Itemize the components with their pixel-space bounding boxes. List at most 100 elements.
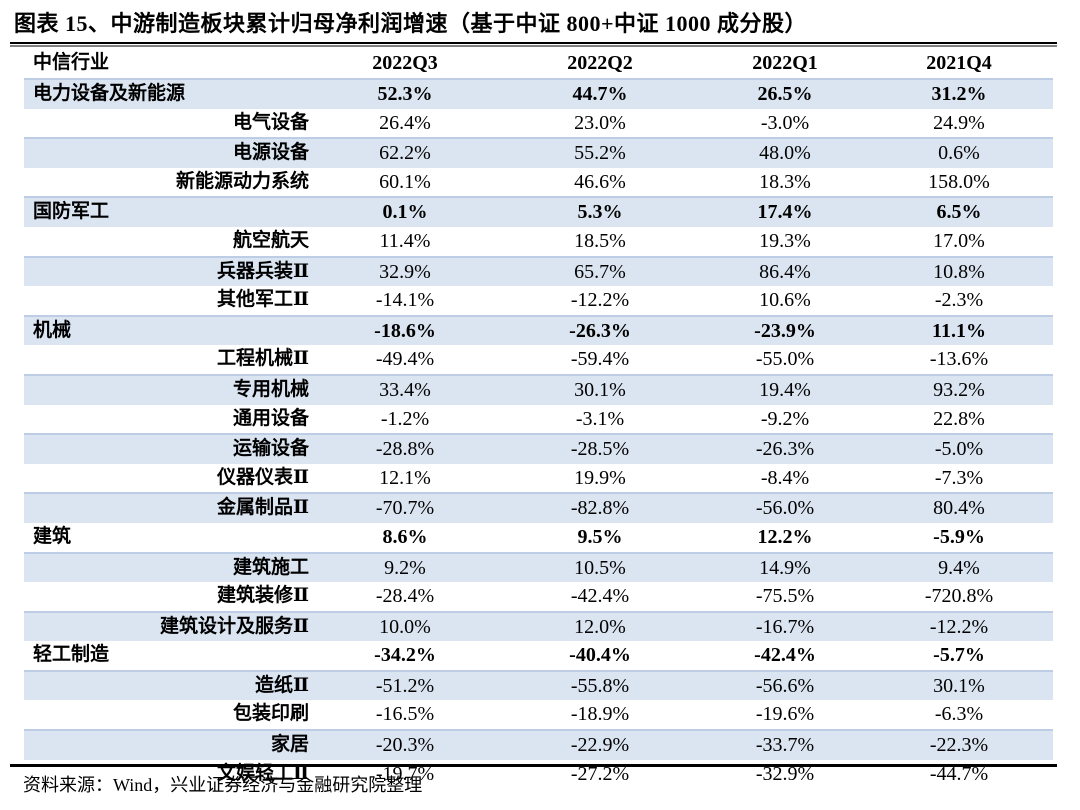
value-2021q4-cell: -5.9% bbox=[933, 525, 985, 548]
table-row: 造纸Ⅱ -51.2% -55.8% -56.6% 30.1% bbox=[24, 669, 1053, 701]
value-2022q3-cell: -16.5% bbox=[375, 703, 435, 726]
value-2021q4-cell: 0.6% bbox=[865, 137, 1053, 168]
col-header-2022q1: 2022Q1 bbox=[752, 52, 818, 74]
industry-name-cell: 国防军工 bbox=[24, 196, 315, 227]
value-2022q2-cell: 5.3% bbox=[495, 196, 705, 227]
value-2022q2-cell: 46.6% bbox=[574, 170, 626, 193]
value-2021q4-cell: -7.3% bbox=[934, 466, 984, 489]
table-row: 建筑施工 9.2% 10.5% 14.9% 9.4% bbox=[24, 551, 1053, 583]
industry-name-cell: 建筑设计及服务Ⅱ bbox=[24, 610, 315, 642]
table-row: 国防军工 0.1% 5.3% 17.4% 6.5% bbox=[24, 196, 1053, 227]
table-row: 通用设备 -1.2% -3.1% -9.2% 22.8% bbox=[24, 405, 1053, 434]
value-2022q3-cell: 8.6% bbox=[382, 525, 428, 548]
industry-name-cell: 家居 bbox=[24, 729, 315, 760]
value-2022q3-cell: 62.2% bbox=[315, 137, 495, 168]
value-2022q2-cell: 18.5% bbox=[574, 229, 626, 252]
industry-name-cell: 新能源动力系统 bbox=[175, 170, 309, 192]
value-2022q1-cell: -16.7% bbox=[705, 610, 865, 642]
value-2022q1-cell: 48.0% bbox=[705, 137, 865, 168]
value-2022q2-cell: 44.7% bbox=[495, 78, 705, 109]
value-2021q4-cell: 80.4% bbox=[865, 492, 1053, 523]
industry-name-cell: 机械 bbox=[24, 314, 315, 346]
table-row: 专用机械 33.4% 30.1% 19.4% 93.2% bbox=[24, 373, 1053, 405]
table-top-rule bbox=[10, 42, 1057, 47]
industry-name-cell: 通用设备 bbox=[232, 407, 309, 429]
table-row: 文娱轻工Ⅱ -19.7% -27.2% -32.9% -44.7% bbox=[24, 760, 1053, 789]
value-2022q2-cell: -42.4% bbox=[570, 585, 630, 608]
industry-name-cell: 文娱轻工Ⅱ bbox=[216, 762, 309, 784]
value-2021q4-cell: -5.0% bbox=[865, 433, 1053, 464]
value-2021q4-cell: 30.1% bbox=[865, 669, 1053, 701]
value-2022q1-cell: -32.9% bbox=[755, 762, 815, 785]
value-2022q3-cell: -70.7% bbox=[315, 492, 495, 523]
value-2022q2-cell: 12.0% bbox=[495, 610, 705, 642]
value-2022q3-cell: 60.1% bbox=[379, 170, 431, 193]
value-2022q3-cell: -18.6% bbox=[315, 314, 495, 346]
value-2022q2-cell: 55.2% bbox=[495, 137, 705, 168]
value-2022q3-cell: 10.0% bbox=[315, 610, 495, 642]
value-2022q1-cell: -9.2% bbox=[760, 407, 810, 430]
value-2021q4-cell: 9.4% bbox=[865, 551, 1053, 583]
industry-name-cell: 其他军工Ⅱ bbox=[216, 289, 309, 311]
value-2022q3-cell: 32.9% bbox=[315, 255, 495, 287]
value-2022q1-cell: 26.5% bbox=[705, 78, 865, 109]
value-2022q3-cell: -34.2% bbox=[374, 644, 436, 667]
value-2022q2-cell: -18.9% bbox=[570, 703, 630, 726]
table-row: 金属制品Ⅱ -70.7% -82.8% -56.0% 80.4% bbox=[24, 492, 1053, 523]
value-2022q2-cell: -82.8% bbox=[495, 492, 705, 523]
table-row: 轻工制造 -34.2% -40.4% -42.4% -5.7% bbox=[24, 641, 1053, 670]
table-row: 建筑装修Ⅱ -28.4% -42.4% -75.5% -720.8% bbox=[24, 582, 1053, 611]
value-2021q4-cell: -13.6% bbox=[929, 348, 989, 371]
value-2022q1-cell: 12.2% bbox=[757, 525, 813, 548]
industry-name-cell: 造纸Ⅱ bbox=[24, 669, 315, 701]
value-2022q2-cell: 30.1% bbox=[495, 373, 705, 405]
industry-name-cell: 建筑施工 bbox=[24, 551, 315, 583]
industry-name-cell: 兵器兵装Ⅱ bbox=[24, 255, 315, 287]
value-2021q4-cell: 31.2% bbox=[865, 78, 1053, 109]
value-2022q1-cell: -26.3% bbox=[705, 433, 865, 464]
value-2021q4-cell: 10.8% bbox=[865, 255, 1053, 287]
value-2021q4-cell: -6.3% bbox=[934, 703, 984, 726]
table-row: 电气设备 26.4% 23.0% -3.0% 24.9% bbox=[24, 109, 1053, 138]
value-2022q2-cell: 9.5% bbox=[577, 525, 623, 548]
value-2022q2-cell: 10.5% bbox=[495, 551, 705, 583]
value-2022q2-cell: 19.9% bbox=[574, 466, 626, 489]
value-2022q3-cell: -51.2% bbox=[315, 669, 495, 701]
figure-title: 图表 15、中游制造板块累计归母净利润增速（基于中证 800+中证 1000 成… bbox=[14, 11, 808, 36]
value-2022q3-cell: -20.3% bbox=[315, 729, 495, 760]
table-row: 建筑 8.6% 9.5% 12.2% -5.9% bbox=[24, 523, 1053, 552]
value-2021q4-cell: -12.2% bbox=[865, 610, 1053, 642]
value-2022q2-cell: -3.1% bbox=[575, 407, 625, 430]
col-header-2021q4: 2021Q4 bbox=[926, 52, 992, 74]
value-2022q2-cell: -27.2% bbox=[570, 762, 630, 785]
table-row: 运输设备 -28.8% -28.5% -26.3% -5.0% bbox=[24, 433, 1053, 464]
value-2022q2-cell: -59.4% bbox=[570, 348, 630, 371]
value-2022q2-cell: -26.3% bbox=[495, 314, 705, 346]
value-2022q1-cell: 19.3% bbox=[759, 229, 811, 252]
table-row: 电源设备 62.2% 55.2% 48.0% 0.6% bbox=[24, 137, 1053, 168]
value-2022q1-cell: 17.4% bbox=[705, 196, 865, 227]
value-2022q3-cell: -19.7% bbox=[375, 762, 435, 785]
value-2022q2-cell: 65.7% bbox=[495, 255, 705, 287]
value-2022q2-cell: -28.5% bbox=[495, 433, 705, 464]
value-2022q3-cell: 9.2% bbox=[315, 551, 495, 583]
value-2022q2-cell: -22.9% bbox=[495, 729, 705, 760]
table-header-row: 中信行业 2022Q3 2022Q2 2022Q1 2021Q4 bbox=[24, 48, 1053, 78]
value-2021q4-cell: -44.7% bbox=[929, 762, 989, 785]
value-2022q3-cell: -49.4% bbox=[375, 348, 435, 371]
industry-name-cell: 金属制品Ⅱ bbox=[24, 492, 315, 523]
value-2022q3-cell: -28.8% bbox=[315, 433, 495, 464]
value-2022q3-cell: 11.4% bbox=[379, 229, 431, 252]
value-2022q3-cell: -1.2% bbox=[380, 407, 430, 430]
industry-name-cell: 电源设备 bbox=[24, 137, 315, 168]
col-header-industry: 中信行业 bbox=[33, 52, 110, 73]
table-body: 电力设备及新能源 52.3% 44.7% 26.5% 31.2% 电气设备 26… bbox=[24, 78, 1053, 788]
value-2022q1-cell: 14.9% bbox=[705, 551, 865, 583]
value-2022q2-cell: -12.2% bbox=[570, 289, 630, 312]
value-2022q1-cell: 86.4% bbox=[705, 255, 865, 287]
col-header-2022q3: 2022Q3 bbox=[372, 52, 438, 74]
industry-name-cell: 航空航天 bbox=[232, 229, 309, 251]
table-row: 兵器兵装Ⅱ 32.9% 65.7% 86.4% 10.8% bbox=[24, 255, 1053, 287]
industry-name-cell: 仪器仪表Ⅱ bbox=[216, 466, 309, 488]
industry-name-cell: 包装印刷 bbox=[232, 703, 309, 725]
